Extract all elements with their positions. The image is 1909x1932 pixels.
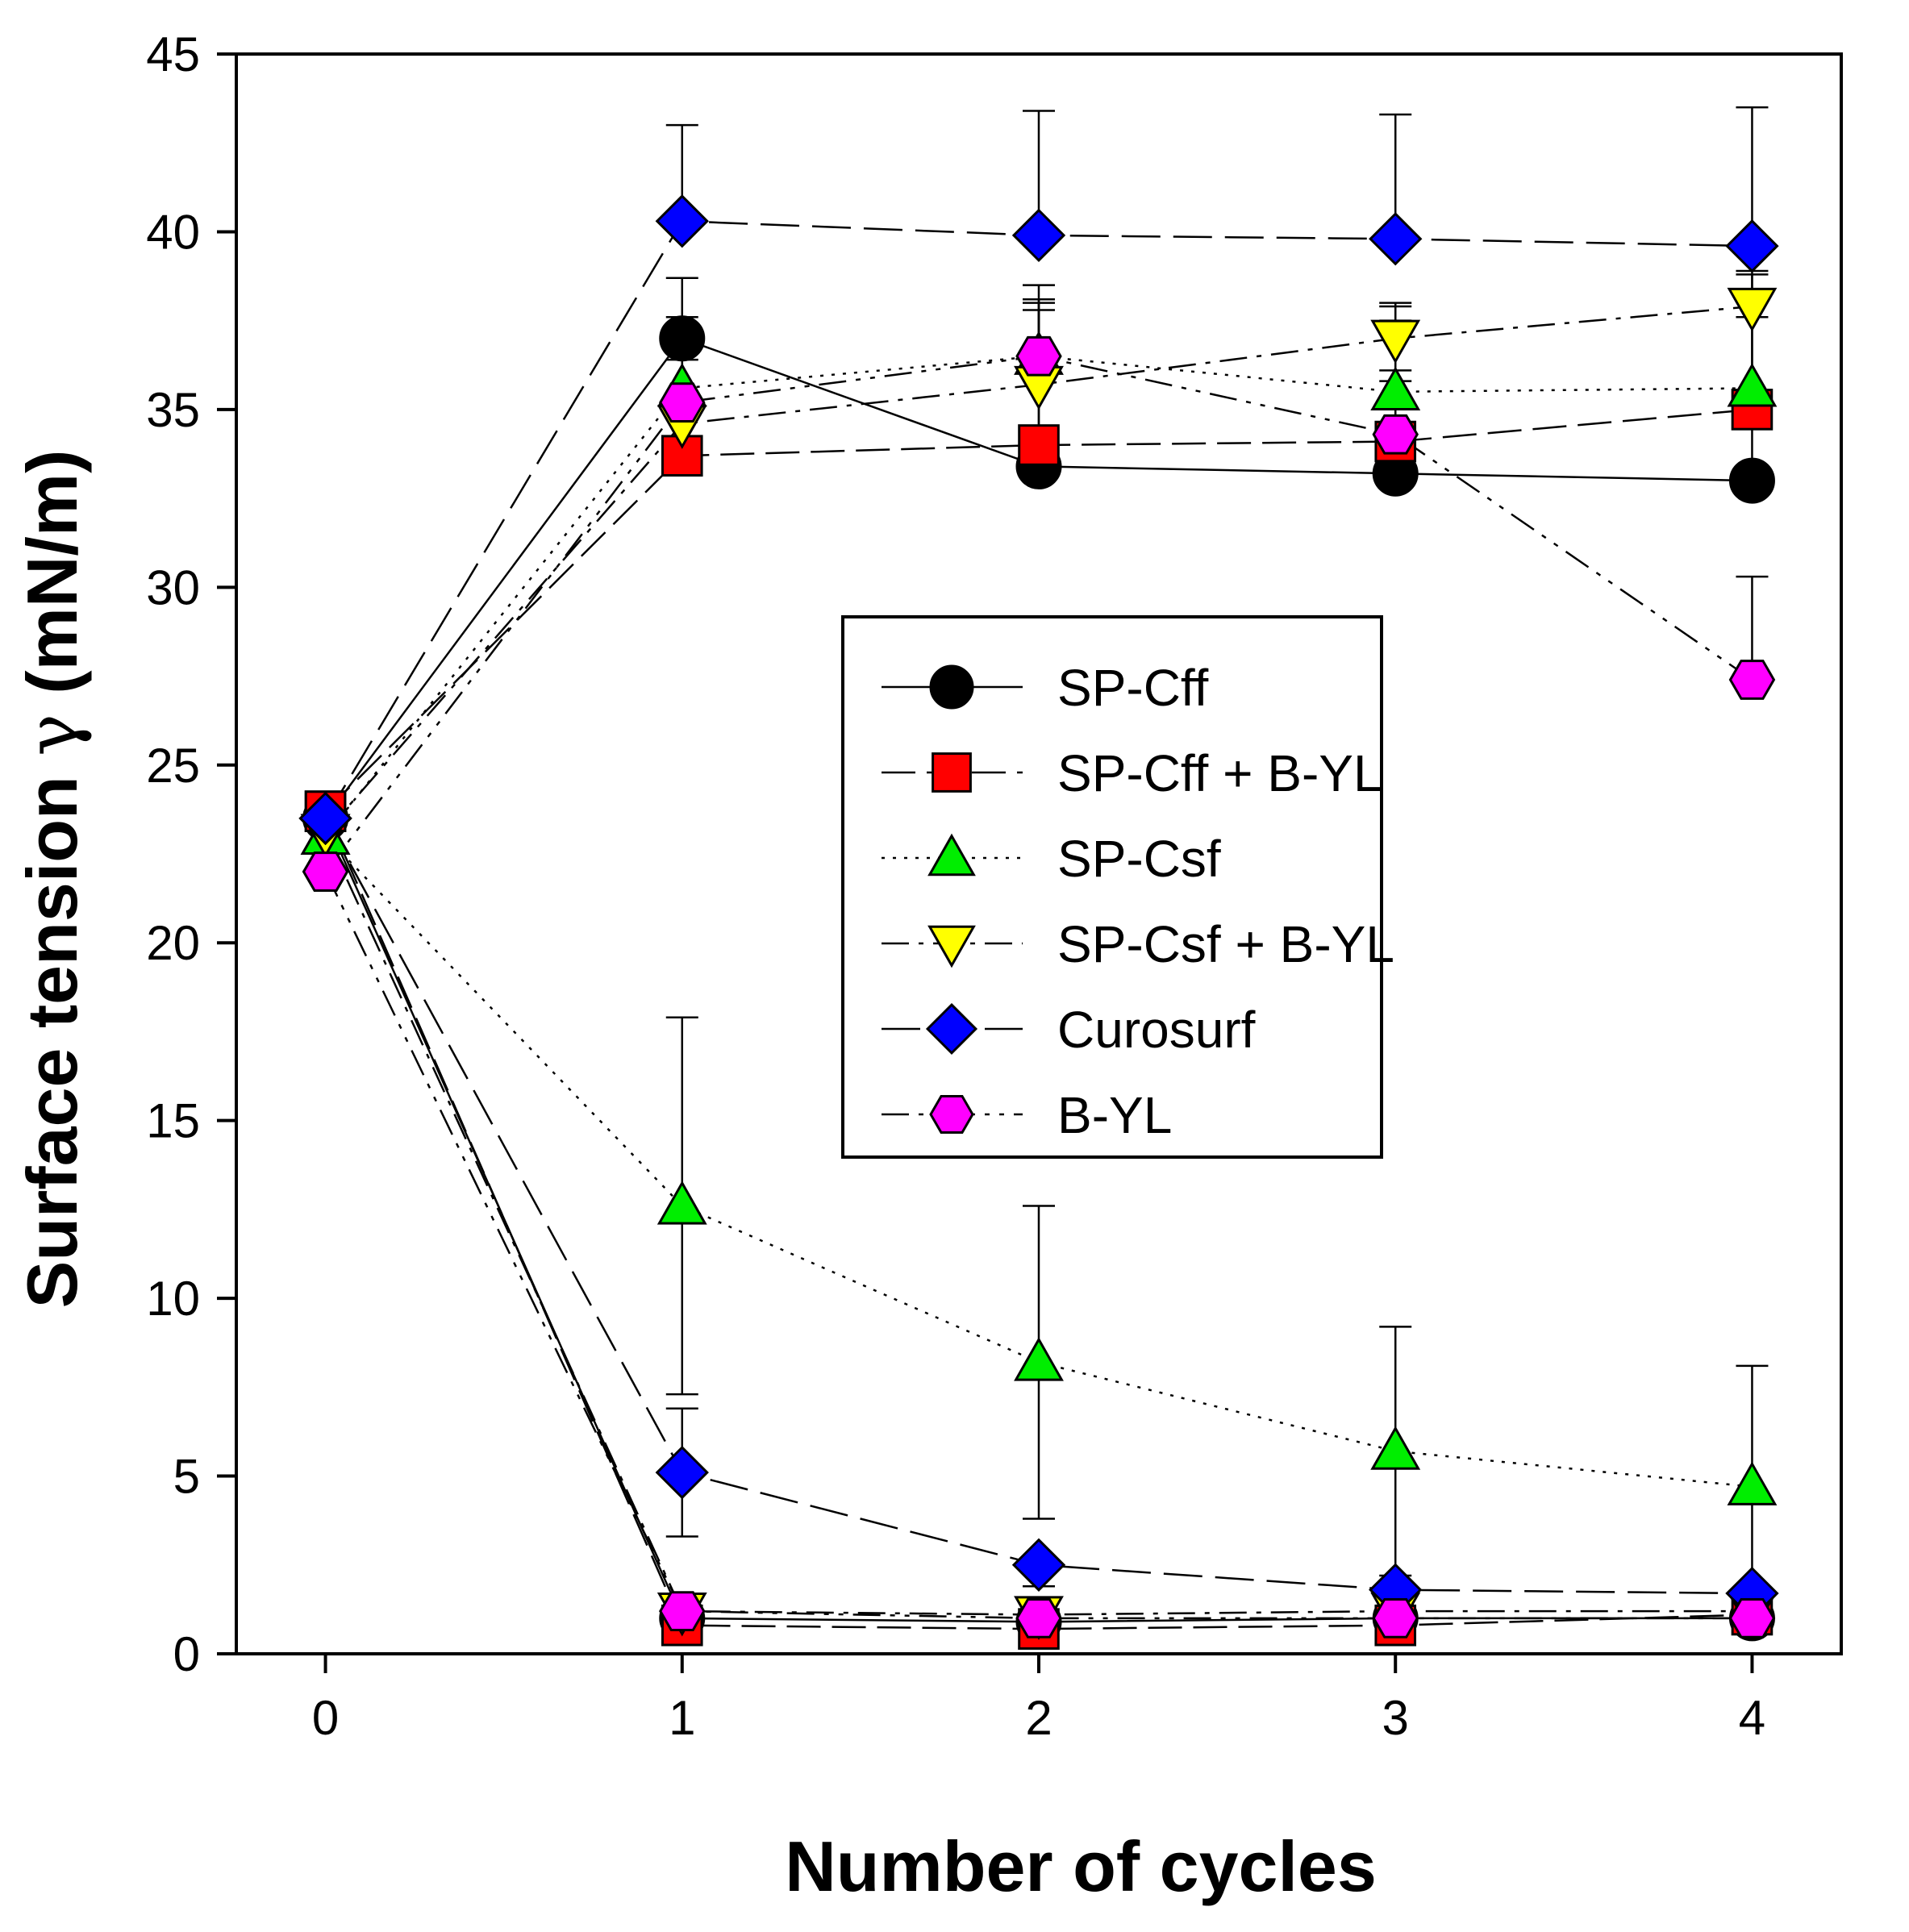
- legend-marker: [925, 1002, 978, 1056]
- y-tick-label: 5: [173, 1450, 200, 1504]
- legend-item-sp-cff-b-yl: SP-Cff + B-YL: [882, 744, 1382, 802]
- data-point-curosurf-min: [1011, 1538, 1066, 1592]
- data-point-b-yl-min: [1015, 1598, 1062, 1638]
- y-axis-title-unit: (mN/m): [12, 450, 92, 714]
- x-axis-title: Number of cycles: [785, 1826, 1377, 1906]
- data-point-curosurf-max: [1725, 219, 1779, 273]
- data-point-sp-csf-min: [1370, 1426, 1421, 1470]
- data-point-sp-cff-b-yl-max: [1018, 424, 1060, 466]
- series-line-sp-csf-min: [324, 835, 1753, 1489]
- x-tick-label: 3: [1382, 1691, 1409, 1745]
- data-point-sp-csf-b-yl-max: [1727, 287, 1778, 332]
- data-point-curosurf-max: [1011, 208, 1066, 263]
- legend-item-b-yl: B-YL: [882, 1086, 1172, 1144]
- data-point-sp-csf-min: [1014, 1337, 1064, 1381]
- data-point-sp-cff-max: [1728, 457, 1775, 504]
- data-point-sp-csf-max: [1727, 363, 1778, 407]
- legend-box: [841, 615, 1383, 1159]
- legend-marker: [929, 664, 974, 710]
- x-tick-label: 1: [669, 1691, 695, 1745]
- data-point-b-yl-max: [659, 382, 706, 423]
- data-point-b-yl-min: [302, 851, 349, 892]
- x-tick-label: 2: [1025, 1691, 1052, 1745]
- legend-item-sp-csf-b-yl: SP-Csf + B-YL: [882, 915, 1394, 973]
- data-point-curosurf-max: [655, 194, 709, 248]
- data-point-sp-csf-b-yl-max: [1370, 319, 1421, 364]
- data-point-b-yl-min: [1728, 1598, 1776, 1638]
- legend-marker: [927, 833, 976, 876]
- y-tick-label: 25: [146, 739, 200, 793]
- x-tick-label: 0: [312, 1691, 339, 1745]
- data-point-curosurf-min: [655, 1445, 709, 1500]
- legend-item-sp-csf: SP-Csf: [882, 830, 1221, 888]
- legend-item-curosurf: Curosurf: [882, 1001, 1256, 1059]
- legend: SP-Cff SP-Cff + B-YL SP-Csf SP-Csf + B-YL Cu…: [841, 615, 1394, 1159]
- legend-label: Curosurf: [1057, 1001, 1256, 1059]
- y-tick-label: 0: [173, 1627, 200, 1681]
- data-point-b-yl-max: [1728, 660, 1776, 700]
- y-axis-title: Surface tension γ (mN/m): [10, 450, 94, 1309]
- y-tick-label: 20: [146, 916, 200, 970]
- data-point-sp-csf-min: [656, 1180, 707, 1225]
- legend-label: SP-Cff: [1057, 659, 1209, 717]
- series-markers: [298, 194, 1779, 1650]
- legend-label: SP-Cff + B-YL: [1057, 744, 1382, 802]
- y-tick-label: 40: [146, 205, 200, 259]
- data-point-sp-cff-max: [659, 315, 706, 362]
- data-point-curosurf-min: [298, 791, 352, 846]
- y-axis-title-symbol: γ: [10, 714, 94, 756]
- y-tick-label: 45: [146, 27, 200, 81]
- y-tick-label: 10: [146, 1272, 200, 1326]
- legend-marker: [927, 925, 976, 968]
- legend-label: B-YL: [1057, 1086, 1172, 1144]
- data-point-b-yl-max: [1372, 414, 1419, 455]
- data-point-curosurf-max: [1369, 212, 1423, 266]
- legend-item-sp-cff: SP-Cff: [882, 659, 1209, 717]
- legend-marker: [932, 752, 972, 793]
- data-point-b-yl-min: [659, 1591, 706, 1631]
- data-point-sp-csf-min: [1727, 1461, 1778, 1505]
- x-tick-label: 4: [1739, 1691, 1765, 1745]
- data-point-sp-csf-max: [1370, 366, 1421, 410]
- y-tick-label: 15: [146, 1094, 200, 1148]
- data-point-b-yl-max: [1015, 335, 1062, 377]
- y-tick-label: 35: [146, 383, 200, 437]
- legend-label: SP-Csf + B-YL: [1057, 915, 1394, 973]
- legend-marker: [929, 1094, 974, 1135]
- y-tick-label: 30: [146, 560, 200, 614]
- legend-label: SP-Csf: [1057, 830, 1221, 888]
- data-point-b-yl-min: [1372, 1598, 1419, 1638]
- y-axis-title-main: Surface tension: [12, 756, 92, 1309]
